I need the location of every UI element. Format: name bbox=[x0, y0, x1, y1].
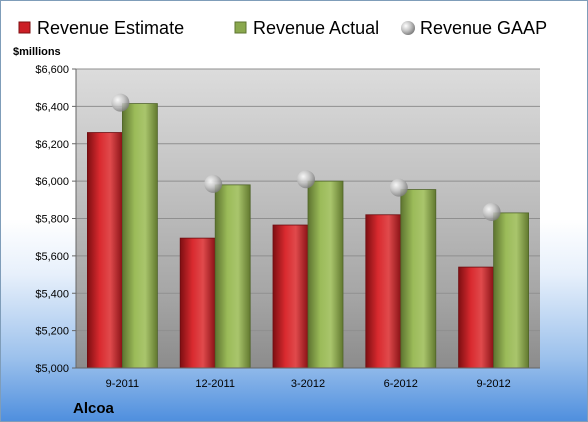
legend-swatch-actual bbox=[234, 21, 247, 34]
x-tick-label: 3-2012 bbox=[291, 378, 325, 390]
legend-swatch-estimate bbox=[18, 21, 31, 34]
y-tick-label: $6,000 bbox=[35, 176, 69, 188]
x-axis: 9-2011 12-2011 3-2012 6-2012 9-2012 bbox=[76, 367, 540, 390]
y-tick-label: $5,400 bbox=[35, 288, 69, 300]
bar-revenue-estimate bbox=[365, 214, 402, 369]
bar-revenue-actual bbox=[400, 189, 437, 369]
marker-revenue-gaap bbox=[297, 170, 315, 189]
y-axis: $5,000 $5,200 $5,400 $5,600 $5,800 $6,000 $6,2… bbox=[35, 64, 77, 375]
x-tick-label: 9-2011 bbox=[106, 378, 139, 390]
marker-revenue-gaap bbox=[204, 174, 223, 193]
x-tick-label: 12-2011 bbox=[195, 378, 235, 390]
company-label: Alcoa bbox=[73, 400, 115, 417]
bar-revenue-actual bbox=[214, 184, 251, 369]
bar-revenue-actual bbox=[307, 180, 344, 369]
marker-revenue-gaap bbox=[389, 178, 408, 197]
legend-item-revenue-actual: Revenue Actual bbox=[234, 18, 379, 38]
series-revenue-gaap bbox=[111, 93, 501, 221]
marker-revenue-gaap bbox=[111, 93, 130, 112]
y-tick-label: $5,200 bbox=[35, 326, 69, 338]
legend: Revenue Estimate Revenue Actual Revenue … bbox=[18, 18, 547, 38]
series-revenue-estimate bbox=[87, 132, 495, 369]
y-axis-unit-label: $millions bbox=[13, 46, 61, 58]
y-tick-label: $5,800 bbox=[35, 214, 69, 226]
x-tick-label: 6-2012 bbox=[384, 378, 418, 390]
bar-revenue-estimate bbox=[179, 237, 216, 369]
marker-revenue-gaap bbox=[482, 202, 501, 221]
legend-item-revenue-estimate: Revenue Estimate bbox=[18, 18, 184, 38]
y-tick-label: $5,600 bbox=[35, 251, 69, 263]
legend-item-revenue-gaap: Revenue GAAP bbox=[401, 18, 547, 38]
x-tick-label: 9-2012 bbox=[476, 378, 510, 390]
y-tick-label: $6,200 bbox=[35, 139, 69, 151]
y-tick-label: $6,400 bbox=[35, 101, 69, 113]
legend-label-actual: Revenue Actual bbox=[253, 18, 379, 38]
y-tick-label: $6,600 bbox=[35, 64, 69, 76]
bar-revenue-estimate bbox=[87, 132, 123, 369]
legend-label-gaap: Revenue GAAP bbox=[420, 18, 547, 38]
bar-revenue-actual bbox=[493, 212, 530, 369]
legend-swatch-gaap bbox=[401, 21, 415, 35]
bar-revenue-actual bbox=[122, 103, 158, 369]
series-revenue-actual bbox=[122, 103, 530, 369]
bar-revenue-estimate bbox=[458, 266, 495, 369]
y-tick-label: $5,000 bbox=[35, 363, 69, 375]
legend-label-estimate: Revenue Estimate bbox=[37, 18, 184, 38]
bar-revenue-estimate bbox=[272, 224, 309, 369]
